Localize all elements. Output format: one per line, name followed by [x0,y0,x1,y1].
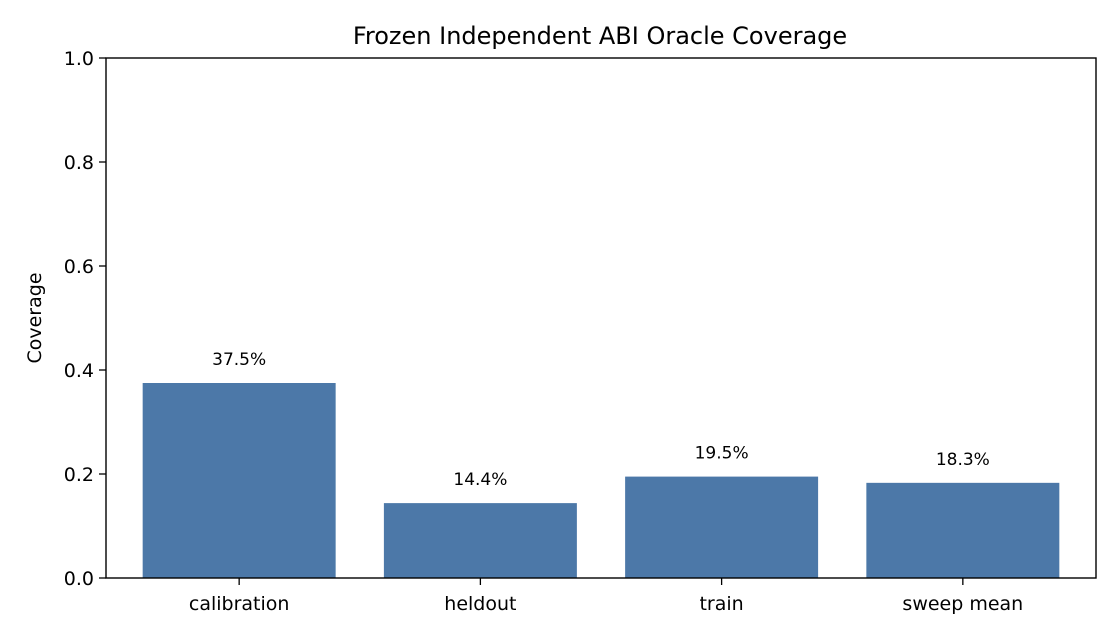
x-tick-label: train [699,593,743,615]
y-tick-label: 0.4 [64,360,94,382]
x-tick-label: calibration [189,593,290,615]
bar [625,476,819,578]
bar [383,503,577,578]
y-axis-label: Coverage [24,272,46,363]
x-tick-label: heldout [444,593,516,615]
x-tick-label: sweep mean [902,593,1023,615]
bar-data-label: 19.5% [695,444,749,464]
y-tick-label: 1.0 [64,48,94,70]
y-tick-label: 0.6 [64,256,94,278]
chart-title: Frozen Independent ABI Oracle Coverage [353,22,847,50]
bar-data-label: 37.5% [212,350,266,370]
y-tick-label: 0.8 [64,152,94,174]
axes-frame [105,57,1097,579]
y-tick-label: 0.2 [64,464,94,486]
bar-data-label: 14.4% [453,470,507,490]
bar [866,482,1060,578]
bar [142,383,336,578]
bar-data-label: 18.3% [936,450,990,470]
plot-area: 0.0 0.2 0.4 0.6 0.8 1.0 calibration 37.5% heldou… [64,48,1060,615]
y-tick-label: 0.0 [64,568,94,590]
